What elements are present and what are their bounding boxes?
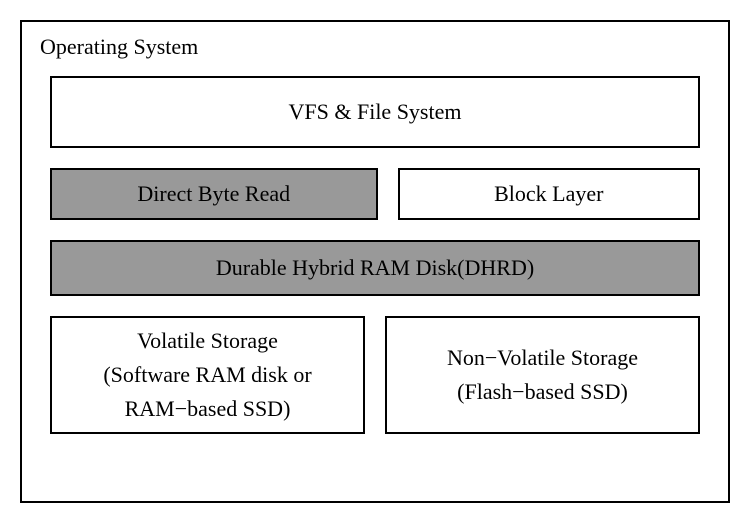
block-layer-label: Block Layer [494, 177, 603, 211]
operating-system-container: Operating System VFS & File System Direc… [20, 20, 730, 503]
nonvolatile-storage-box: Non−Volatile Storage (Flash−based SSD) [385, 316, 700, 434]
direct-byte-read-box: Direct Byte Read [50, 168, 378, 220]
row-middle: Direct Byte Read Block Layer [50, 168, 700, 220]
vfs-label: VFS & File System [289, 95, 462, 129]
direct-byte-read-label: Direct Byte Read [137, 177, 290, 211]
row-storage: Volatile Storage (Software RAM disk or R… [50, 316, 700, 434]
dhrd-label: Durable Hybrid RAM Disk(DHRD) [216, 251, 534, 285]
volatile-storage-line1: Volatile Storage [103, 324, 311, 358]
block-layer-box: Block Layer [398, 168, 700, 220]
nonvolatile-storage-content: Non−Volatile Storage (Flash−based SSD) [447, 341, 638, 409]
volatile-storage-content: Volatile Storage (Software RAM disk or R… [103, 324, 311, 426]
row-vfs: VFS & File System [50, 76, 700, 148]
row-dhrd: Durable Hybrid RAM Disk(DHRD) [50, 240, 700, 296]
nonvolatile-storage-line2: (Flash−based SSD) [447, 375, 638, 409]
volatile-storage-line2: (Software RAM disk or [103, 358, 311, 392]
volatile-storage-line3: RAM−based SSD) [103, 392, 311, 426]
vfs-box: VFS & File System [50, 76, 700, 148]
outer-label: Operating System [40, 34, 700, 60]
volatile-storage-box: Volatile Storage (Software RAM disk or R… [50, 316, 365, 434]
nonvolatile-storage-line1: Non−Volatile Storage [447, 341, 638, 375]
dhrd-box: Durable Hybrid RAM Disk(DHRD) [50, 240, 700, 296]
